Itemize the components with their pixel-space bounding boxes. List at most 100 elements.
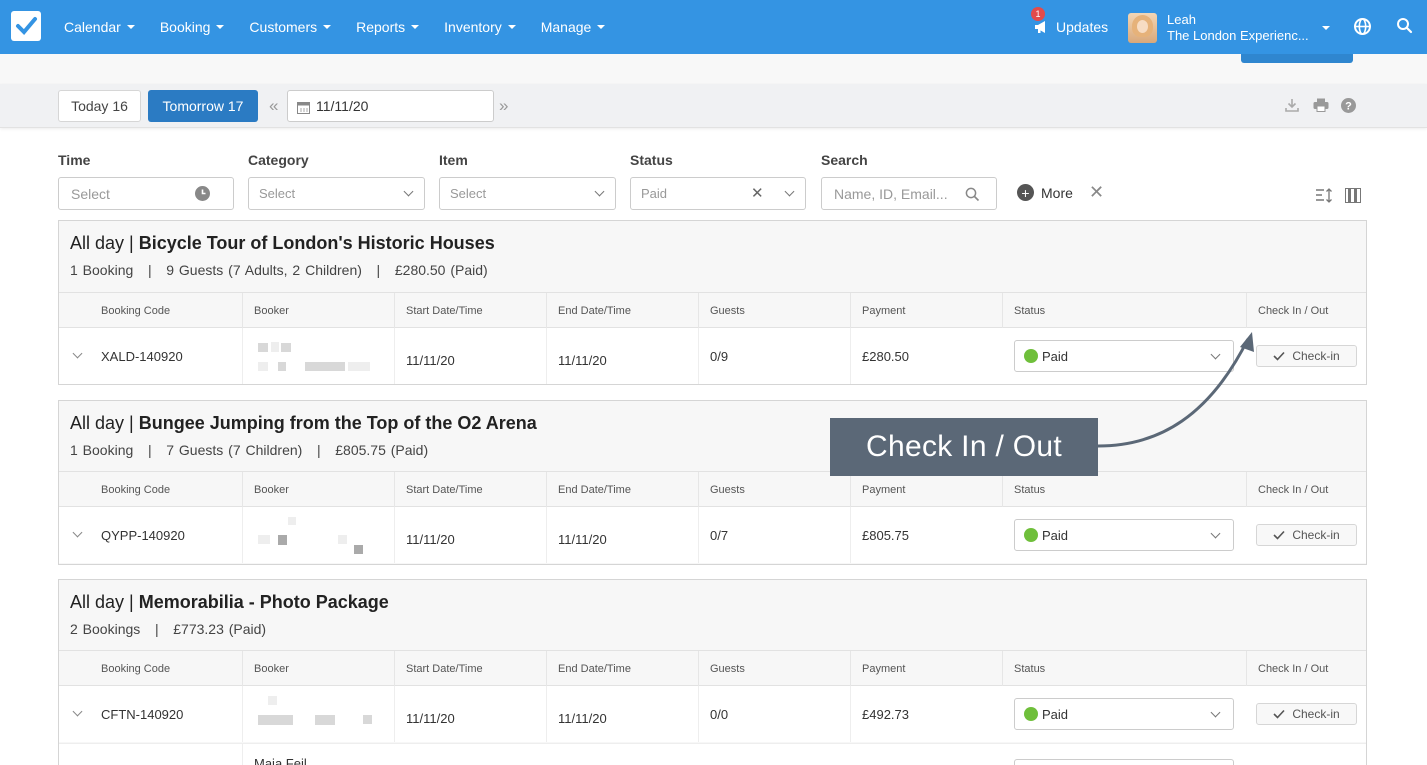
annotation-arrow-icon [1097, 332, 1254, 448]
booking-code[interactable]: XALD-140920 [101, 348, 183, 364]
col-payment[interactable]: Payment [850, 651, 1002, 687]
status-select[interactable] [1014, 759, 1234, 765]
col-start[interactable]: Start Date/Time [394, 651, 546, 687]
chevron-down-icon [784, 186, 795, 197]
col-booker[interactable]: Booker [242, 651, 394, 687]
date-picker-input[interactable]: 11/11/20 [287, 90, 494, 122]
status-value: Paid [1042, 348, 1069, 364]
menu-label: Inventory [444, 19, 502, 35]
status-value: Paid [1042, 527, 1069, 543]
previous-date-button[interactable]: « [269, 96, 279, 115]
booker-blurred [242, 507, 394, 563]
col-booking-code[interactable]: Booking Code [101, 484, 171, 496]
check-in-button[interactable]: Check-in [1256, 345, 1357, 367]
col-payment[interactable]: Payment [850, 472, 1002, 508]
col-checkin[interactable]: Check In / Out [1246, 293, 1366, 329]
expand-chevron-icon[interactable] [72, 706, 83, 717]
col-end[interactable]: End Date/Time [546, 472, 698, 508]
col-status[interactable]: Status [1002, 472, 1246, 508]
print-icon[interactable] [1313, 98, 1329, 112]
sort-lines-icon[interactable] [1315, 188, 1333, 203]
table-row[interactable]: XALD-140920 11/11/20 11/11/20 0/9 £280.5… [59, 328, 1366, 384]
calendar-icon [297, 102, 310, 114]
download-icon[interactable] [1285, 98, 1299, 112]
globe-icon[interactable] [1353, 17, 1372, 36]
booker-name[interactable]: Maia Feil [242, 744, 394, 765]
date-value: 11/11/20 [316, 98, 369, 114]
status-filter-label: Status [630, 152, 673, 168]
paid-status-dot [1024, 707, 1038, 721]
columns-icon[interactable] [1345, 188, 1361, 203]
today-button[interactable]: Today 16 [58, 90, 141, 122]
clear-status-icon[interactable]: ✕ [751, 185, 764, 202]
payment-amount: £280.50 [850, 328, 1002, 384]
tomorrow-button[interactable]: Tomorrow 17 [148, 90, 258, 122]
table-header: Booking Code Booker Start Date/Time End … [59, 292, 1366, 329]
checkmark-icon [1273, 530, 1285, 540]
group-name: Memorabilia - Photo Package [138, 592, 389, 612]
col-checkin[interactable]: Check In / Out [1246, 472, 1366, 508]
status-select[interactable]: Paid [1014, 698, 1234, 730]
menu-label: Booking [159, 19, 211, 35]
item-select[interactable]: Select [439, 177, 616, 210]
search-input[interactable]: Name, ID, Email... [821, 177, 997, 210]
user-menu[interactable]: Leah The London Experienc... [1128, 12, 1330, 44]
caret-down-icon [126, 25, 135, 29]
app-logo-checkmark-icon[interactable] [11, 11, 41, 41]
end-date: 11/11/20 [546, 507, 698, 563]
menu-inventory[interactable]: Inventory [444, 19, 516, 35]
updates-button[interactable]: 1 Updates [1031, 0, 1108, 54]
col-guests[interactable]: Guests [698, 651, 850, 687]
time-filter-label: Time [58, 152, 91, 168]
expand-chevron-icon[interactable] [72, 527, 83, 538]
table-row[interactable]: CFTN-140920 11/11/20 11/11/20 0/0 £492.7… [59, 686, 1366, 742]
col-start[interactable]: Start Date/Time [394, 293, 546, 329]
col-guests[interactable]: Guests [698, 293, 850, 329]
col-status[interactable]: Status [1002, 293, 1246, 329]
col-booking-code[interactable]: Booking Code [101, 305, 171, 317]
check-in-button[interactable]: Check-in [1256, 524, 1357, 546]
item-filter-label: Item [439, 152, 468, 168]
booker-blurred [242, 686, 394, 742]
plus-circle-icon: + [1017, 184, 1034, 201]
next-date-button[interactable]: » [499, 96, 509, 115]
status-select[interactable]: Paid [1014, 519, 1234, 551]
col-booker[interactable]: Booker [242, 472, 394, 508]
search-icon [965, 187, 980, 202]
col-end[interactable]: End Date/Time [546, 293, 698, 329]
menu-manage[interactable]: Manage [541, 19, 606, 35]
menu-calendar[interactable]: Calendar [64, 19, 135, 35]
help-icon[interactable]: ? [1341, 98, 1356, 113]
table-row[interactable]: QYPP-140920 11/11/20 11/11/20 0/7 £805.7… [59, 507, 1366, 563]
clear-filters-icon[interactable]: ✕ [1089, 182, 1105, 202]
check-in-button[interactable]: Check-in [1256, 703, 1357, 725]
expand-chevron-icon[interactable] [72, 348, 83, 359]
booking-code[interactable]: CFTN-140920 [101, 706, 184, 722]
status-select[interactable]: Paid [1014, 340, 1234, 372]
more-filters-button[interactable]: + More [1017, 184, 1073, 201]
col-booker[interactable]: Booker [242, 293, 394, 329]
col-start[interactable]: Start Date/Time [394, 472, 546, 508]
col-payment[interactable]: Payment [850, 293, 1002, 329]
search-icon[interactable] [1396, 17, 1413, 34]
menu-customers[interactable]: Customers [249, 19, 332, 35]
col-end[interactable]: End Date/Time [546, 651, 698, 687]
group-summary: 2 Bookings | £773.23 (Paid) [70, 621, 267, 637]
group-summary: 1 Booking | 7 Guests (7 Children) | £805… [70, 442, 429, 458]
payment-amount: £492.73 [850, 686, 1002, 742]
primary-action-button[interactable] [1241, 54, 1353, 63]
category-select[interactable]: Select [248, 177, 425, 210]
avatar [1128, 13, 1157, 43]
menu-booking[interactable]: Booking [160, 19, 225, 35]
time-filter-input[interactable]: Select [58, 177, 234, 210]
col-booking-code[interactable]: Booking Code [101, 663, 171, 675]
menu-reports[interactable]: Reports [356, 19, 420, 35]
updates-count-badge: 1 [1031, 7, 1045, 21]
booking-code[interactable]: QYPP-140920 [101, 527, 185, 543]
col-guests[interactable]: Guests [698, 472, 850, 508]
status-filter-select[interactable]: Paid ✕ [630, 177, 806, 210]
col-status[interactable]: Status [1002, 651, 1246, 687]
checkmark-icon [1273, 351, 1285, 361]
table-row[interactable]: Maia Feil [59, 743, 1366, 765]
col-checkin[interactable]: Check In / Out [1246, 651, 1366, 687]
